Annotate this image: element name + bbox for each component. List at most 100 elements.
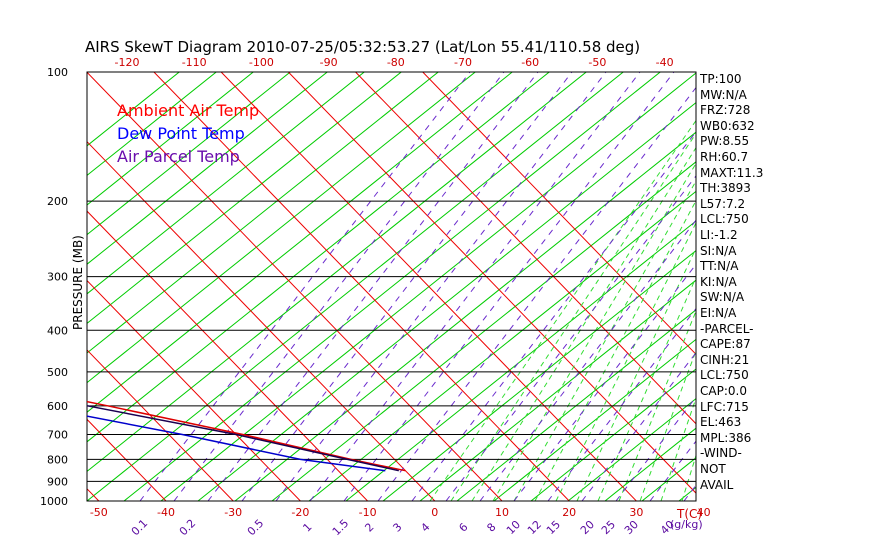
- top-temp-tick-label: -60: [521, 56, 539, 69]
- stat-item: FRZ:728: [700, 103, 751, 118]
- moist-adiabat-line: [450, 132, 696, 501]
- isotherm-line: [355, 72, 696, 425]
- legend: Ambient Air Temp Dew Point Temp Air Parcel…: [117, 101, 259, 166]
- mixing-ratio-tick-label: 1: [300, 520, 314, 534]
- dry-adiabat-line: [87, 72, 551, 443]
- isotherm-line: [0, 72, 32, 501]
- pressure-tick-label: 100: [47, 66, 68, 79]
- top-temp-tick-label: -90: [320, 56, 338, 69]
- bottom-temperature-axis: -50 -40 -30 -20 -10 0 10 20 30 40: [90, 506, 711, 519]
- dry-adiabat-line: [87, 72, 403, 325]
- isotherm-line: [422, 72, 696, 356]
- top-temp-tick-label: -110: [182, 56, 207, 69]
- isobar-lines: [87, 200, 696, 482]
- dry-adiabat-line: [87, 72, 329, 265]
- stat-item: SI:N/A: [700, 243, 737, 258]
- dry-adiabat-line: [641, 457, 696, 501]
- stat-item: LI:-1.2: [700, 228, 738, 242]
- stat-item: CAP:0.0: [700, 384, 747, 398]
- mixing-ratio-tick-label: 15: [544, 518, 563, 537]
- pressure-tick-label: 200: [47, 195, 68, 208]
- mixing-ratio-line: [649, 440, 696, 501]
- bottom-temp-tick-label: 0: [431, 506, 438, 519]
- stat-item: MW:N/A: [700, 87, 747, 102]
- stat-item: MAXT:11.3: [700, 165, 764, 180]
- pressure-tick-label: 600: [47, 400, 68, 413]
- series-line: [87, 415, 386, 472]
- dry-adiabat-line: [827, 0, 870, 501]
- dry-adiabat-line: [123, 72, 662, 501]
- stat-item: CAPE:87: [700, 337, 751, 352]
- pressure-tick-label: 700: [47, 429, 68, 442]
- bottom-temp-tick-label: 30: [629, 506, 643, 519]
- mixing-ratio-line: [275, 72, 607, 501]
- moist-adiabat-line: [429, 119, 696, 501]
- stat-item: RH:60.7: [700, 150, 749, 164]
- dry-adiabat-line: [87, 72, 588, 473]
- moist-adiabat-line: [576, 247, 696, 501]
- chart-title: AIRS SkewT Diagram 2010-07-25/05:32:53.2…: [85, 38, 640, 56]
- dry-adiabat-line: [271, 161, 696, 501]
- stat-item: TH:3893: [700, 181, 751, 196]
- bottom-temp-tick-label: -40: [157, 506, 175, 519]
- isotherm-line: [220, 72, 637, 501]
- top-temp-tick-label: -80: [387, 56, 405, 69]
- legend-entry: Ambient Air Temp: [117, 101, 259, 120]
- stat-item: CINH:21: [700, 352, 750, 367]
- x-axis-label: T(C): [676, 507, 702, 521]
- mixing-ratio-tick-label: 12: [525, 518, 544, 537]
- stat-item: TT:N/A: [700, 259, 739, 274]
- isotherm-line: [153, 72, 570, 501]
- dry-adiabat-grid: [87, 0, 870, 501]
- top-temp-tick-label: -100: [249, 56, 274, 69]
- pressure-axis: 100 200 300 400 500 600 700 800 900 1000: [40, 66, 68, 508]
- mixing-ratio-tick-label: 10: [504, 518, 523, 537]
- legend-entry: Dew Point Temp: [117, 124, 245, 143]
- pressure-tick-label: 500: [47, 366, 68, 379]
- isotherm-line: [287, 72, 696, 494]
- stat-item: WB0:632: [700, 118, 755, 133]
- dry-adiabat-line: [567, 397, 696, 501]
- stat-item: SW:N/A: [700, 290, 745, 305]
- pressure-tick-label: 800: [47, 453, 68, 466]
- stat-item: -WIND-: [700, 446, 742, 461]
- mixing-ratio-line: [479, 219, 696, 501]
- bottom-temp-tick-label: 10: [495, 506, 509, 519]
- series-line: [87, 400, 406, 472]
- moist-adiabat-line: [513, 179, 696, 501]
- mixing-ratio-tick-label: 2: [362, 520, 376, 534]
- dry-adiabat-line: [790, 0, 870, 501]
- mixing-ratio-tick-label: 3: [390, 520, 404, 534]
- mixing-ratio-label: (g/kg): [670, 518, 703, 531]
- stat-item: -PARCEL-: [700, 321, 754, 336]
- isotherm-line: [87, 349, 234, 501]
- stat-item: LCL:750: [700, 368, 749, 383]
- top-temp-tick-label: -120: [115, 56, 140, 69]
- moist-adiabat-line: [492, 162, 696, 501]
- mixing-ratio-tick-label: 0.5: [245, 517, 267, 539]
- bottom-temp-tick-label: 20: [562, 506, 576, 519]
- isotherm-grid: [0, 72, 696, 501]
- bottom-temp-tick-label: -10: [359, 506, 377, 519]
- top-temp-tick-label: -40: [656, 56, 674, 69]
- stat-item: NOT: [700, 462, 726, 476]
- legend-entry: Air Parcel Temp: [117, 147, 240, 166]
- dry-adiabat-line: [197, 101, 696, 501]
- stat-item: LCL:750: [700, 212, 749, 227]
- plot-frame: [86, 71, 697, 502]
- mixing-ratio-tick-label: 8: [484, 520, 498, 534]
- moist-adiabat-line: [534, 199, 696, 501]
- pressure-tick-label: 300: [47, 271, 68, 284]
- moist-adiabat-line: [639, 349, 696, 501]
- mixing-ratio-tick-label: 30: [622, 518, 641, 537]
- profile-series: [87, 400, 406, 472]
- dry-adiabat-line: [87, 72, 292, 236]
- dry-adiabat-line: [87, 72, 440, 354]
- dry-adiabat-line: [456, 309, 696, 501]
- mixing-ratio-tick-label: 6: [456, 520, 470, 534]
- mixing-ratio-tick-label: 4: [418, 520, 432, 534]
- dry-adiabat-line: [493, 338, 696, 501]
- pressure-tick-label: 900: [47, 475, 68, 488]
- mixing-ratio-tick-label: 0.2: [177, 517, 199, 539]
